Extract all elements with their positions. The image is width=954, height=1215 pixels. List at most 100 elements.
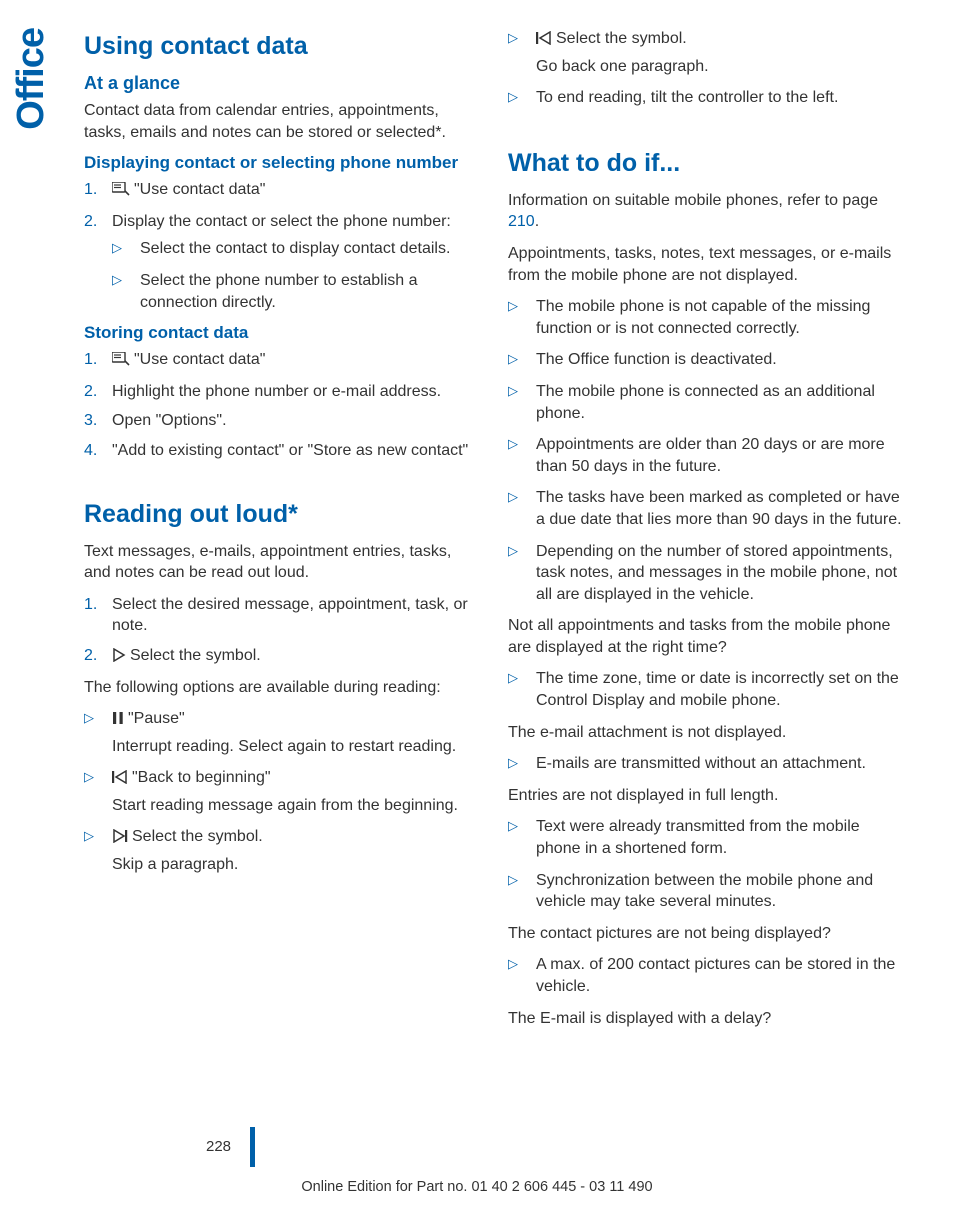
- list-item: 2.Highlight the phone number or e-mail a…: [84, 381, 482, 403]
- list-text: Select the symbol.: [132, 828, 263, 845]
- skip-back-icon: [112, 769, 128, 791]
- list-subtext: Interrupt reading. Select again to resta…: [112, 736, 482, 758]
- list-text: The time zone, time or date is incorrect…: [536, 670, 899, 709]
- list-text: "Use contact data": [134, 181, 265, 198]
- list-text: The tasks have been marked as completed …: [536, 489, 902, 528]
- paragraph: Information on suitable mobile phones, r…: [508, 190, 906, 233]
- list-item: The time zone, time or date is incorrect…: [508, 668, 906, 711]
- list-text: A max. of 200 contact pictures can be st…: [536, 956, 895, 995]
- list-text: The mobile phone is connected as an addi…: [536, 383, 875, 422]
- list-text: The Office function is deactivated.: [536, 351, 777, 368]
- bullet-list: Select the symbol. Go back one paragraph…: [508, 28, 906, 109]
- list-item: Depending on the number of stored appoin…: [508, 541, 906, 606]
- list-item: Select the symbol. Skip a paragraph.: [84, 826, 482, 875]
- bullet-list: "Pause" Interrupt reading. Select again …: [84, 708, 482, 876]
- paragraph: Not all appointments and tasks from the …: [508, 615, 906, 658]
- list-text: Select the desired message, appointment,…: [112, 596, 468, 635]
- bullet-list: The mobile phone is not capable of the m…: [508, 296, 906, 605]
- page-link[interactable]: 210: [508, 213, 535, 230]
- text: Information on suitable mobile phones, r…: [508, 192, 878, 209]
- paragraph: The E-mail is displayed with a delay?: [508, 1008, 906, 1030]
- list-item: 2. Select the symbol.: [84, 645, 482, 669]
- list-item: 1. "Use contact data": [84, 349, 482, 373]
- list-text: To end reading, tilt the controller to t…: [536, 89, 838, 106]
- contact-card-icon: [112, 351, 130, 373]
- page-content: Using contact data At a glance Contact d…: [0, 0, 954, 1039]
- paragraph: The e-mail attachment is not displayed.: [508, 722, 906, 744]
- list-item: 4."Add to existing contact" or "Store as…: [84, 440, 482, 462]
- page-number-bar: [250, 1127, 255, 1167]
- list-item: Appointments are older than 20 days or a…: [508, 434, 906, 477]
- skip-previous-icon: [536, 30, 552, 52]
- list-subtext: Start reading message again from the beg…: [112, 795, 482, 817]
- list-item: 1.Select the desired message, appointmen…: [84, 594, 482, 637]
- section-label: Office: [10, 28, 53, 130]
- list-item: To end reading, tilt the controller to t…: [508, 87, 906, 109]
- list-item: 2. Display the contact or select the pho…: [84, 211, 482, 313]
- list-item: Text were already transmitted from the m…: [508, 816, 906, 859]
- list-item: The mobile phone is connected as an addi…: [508, 381, 906, 424]
- list-text: Select the symbol.: [556, 30, 687, 47]
- heading-displaying-contact: Displaying contact or selecting phone nu…: [84, 153, 482, 173]
- list-text: Text were already transmitted from the m…: [536, 818, 860, 857]
- list-item: Select the symbol. Go back one paragraph…: [508, 28, 906, 77]
- list-item: Select the contact to display contact de…: [112, 238, 482, 260]
- list-item: The tasks have been marked as completed …: [508, 487, 906, 530]
- paragraph: Appointments, tasks, notes, text message…: [508, 243, 906, 286]
- list-subtext: Skip a paragraph.: [112, 854, 482, 876]
- list-text: "Add to existing contact" or "Store as n…: [112, 442, 468, 459]
- ordered-list: 1. "Use contact data" 2. Display the con…: [84, 179, 482, 313]
- paragraph: The contact pictures are not being displ…: [508, 923, 906, 945]
- play-icon: [112, 647, 126, 669]
- list-item: The Office function is deactivated.: [508, 349, 906, 371]
- list-item: The mobile phone is not capable of the m…: [508, 296, 906, 339]
- list-item: 1. "Use contact data": [84, 179, 482, 203]
- bullet-list: A max. of 200 contact pictures can be st…: [508, 954, 906, 997]
- list-item: "Pause" Interrupt reading. Select again …: [84, 708, 482, 757]
- paragraph: Entries are not displayed in full length…: [508, 785, 906, 807]
- heading-storing-contact: Storing contact data: [84, 323, 482, 343]
- right-column: Select the symbol. Go back one paragraph…: [508, 28, 906, 1039]
- list-subtext: Go back one paragraph.: [536, 56, 906, 78]
- list-text: "Back to beginning": [132, 769, 271, 786]
- list-item: Synchronization between the mobile phone…: [508, 870, 906, 913]
- bullet-list: The time zone, time or date is incorrect…: [508, 668, 906, 711]
- ordered-list: 1. "Use contact data" 2.Highlight the ph…: [84, 349, 482, 461]
- paragraph: Text messages, e-mails, appointment entr…: [84, 541, 482, 584]
- list-item: A max. of 200 contact pictures can be st…: [508, 954, 906, 997]
- contact-card-icon: [112, 181, 130, 203]
- bullet-list: Text were already transmitted from the m…: [508, 816, 906, 912]
- list-text: Select the phone number to establish a c…: [140, 272, 418, 311]
- ordered-list: 1.Select the desired message, appointmen…: [84, 594, 482, 669]
- list-item: E-mails are transmitted without an attac…: [508, 753, 906, 775]
- heading-what-to-do-if: What to do if...: [508, 149, 906, 178]
- list-text: Synchronization between the mobile phone…: [536, 872, 873, 911]
- left-column: Using contact data At a glance Contact d…: [84, 28, 482, 1039]
- list-text: "Use contact data": [134, 351, 265, 368]
- list-text: Select the contact to display contact de…: [140, 240, 450, 257]
- list-text: Select the symbol.: [130, 647, 261, 664]
- heading-at-a-glance: At a glance: [84, 73, 482, 94]
- list-text: The mobile phone is not capable of the m…: [536, 298, 870, 337]
- nested-list: Select the contact to display contact de…: [112, 238, 482, 313]
- text: .: [535, 213, 539, 230]
- page-number: 228: [206, 1138, 231, 1155]
- skip-forward-icon: [112, 828, 128, 850]
- bullet-list: E-mails are transmitted without an attac…: [508, 753, 906, 775]
- list-text: "Pause": [128, 710, 185, 727]
- list-text: E-mails are transmitted without an attac…: [536, 755, 866, 772]
- heading-reading-out-loud: Reading out loud*: [84, 500, 482, 529]
- list-text: Depending on the number of stored appoin…: [536, 543, 897, 603]
- list-item: Select the phone number to establish a c…: [112, 270, 482, 313]
- list-text: Highlight the phone number or e-mail add…: [112, 383, 441, 400]
- footer-text: Online Edition for Part no. 01 40 2 606 …: [0, 1179, 954, 1195]
- list-item: 3.Open "Options".: [84, 410, 482, 432]
- heading-using-contact-data: Using contact data: [84, 32, 482, 61]
- pause-icon: [112, 710, 124, 732]
- list-text: Appointments are older than 20 days or a…: [536, 436, 885, 475]
- paragraph: Contact data from calendar entries, appo…: [84, 100, 482, 143]
- list-text: Open "Options".: [112, 412, 227, 429]
- list-text: Display the contact or select the phone …: [112, 213, 451, 230]
- list-item: "Back to beginning" Start reading messag…: [84, 767, 482, 816]
- paragraph: The following options are available duri…: [84, 677, 482, 699]
